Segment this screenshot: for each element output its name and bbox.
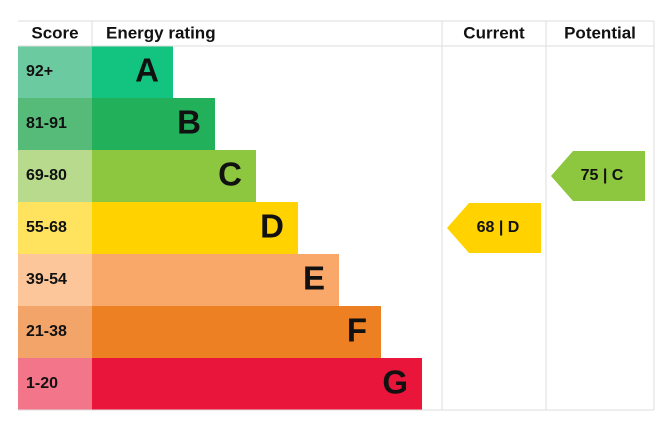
band-score: 55-68 xyxy=(26,219,67,236)
band-letter: F xyxy=(347,312,367,349)
rating-bar xyxy=(92,254,339,306)
score-cell xyxy=(18,150,92,202)
band-score: 1-20 xyxy=(26,375,58,392)
band-letter: G xyxy=(382,364,408,401)
header-score: Score xyxy=(31,23,78,42)
band-score: 39-54 xyxy=(26,271,67,288)
potential-arrow xyxy=(551,151,645,201)
band-letter: C xyxy=(218,156,242,193)
potential-label: 75 | C xyxy=(581,167,624,184)
rating-bar xyxy=(92,98,215,150)
rating-bar xyxy=(92,46,173,98)
header-potential: Potential xyxy=(564,23,636,42)
rating-bar xyxy=(92,150,256,202)
band-score: 81-91 xyxy=(26,115,67,132)
rating-bar xyxy=(92,358,422,410)
rating-bar xyxy=(92,202,298,254)
band-letter: A xyxy=(135,52,159,89)
band-letter: D xyxy=(260,208,284,245)
header-current: Current xyxy=(463,23,525,42)
score-cell xyxy=(18,306,92,358)
band-letter: B xyxy=(177,104,201,141)
rating-bar xyxy=(92,306,381,358)
current-label: 68 | D xyxy=(477,219,520,236)
current-arrow xyxy=(447,203,541,253)
score-cell xyxy=(18,46,92,98)
table-grid xyxy=(18,20,655,411)
score-cell xyxy=(18,254,92,306)
band-score: 21-38 xyxy=(26,323,67,340)
score-cell xyxy=(18,202,92,254)
band-score: 92+ xyxy=(26,63,53,80)
header-energy-rating: Energy rating xyxy=(106,23,216,42)
score-cell xyxy=(18,98,92,150)
score-cell xyxy=(18,358,92,410)
band-score: 69-80 xyxy=(26,167,67,184)
band-letter: E xyxy=(303,260,325,297)
